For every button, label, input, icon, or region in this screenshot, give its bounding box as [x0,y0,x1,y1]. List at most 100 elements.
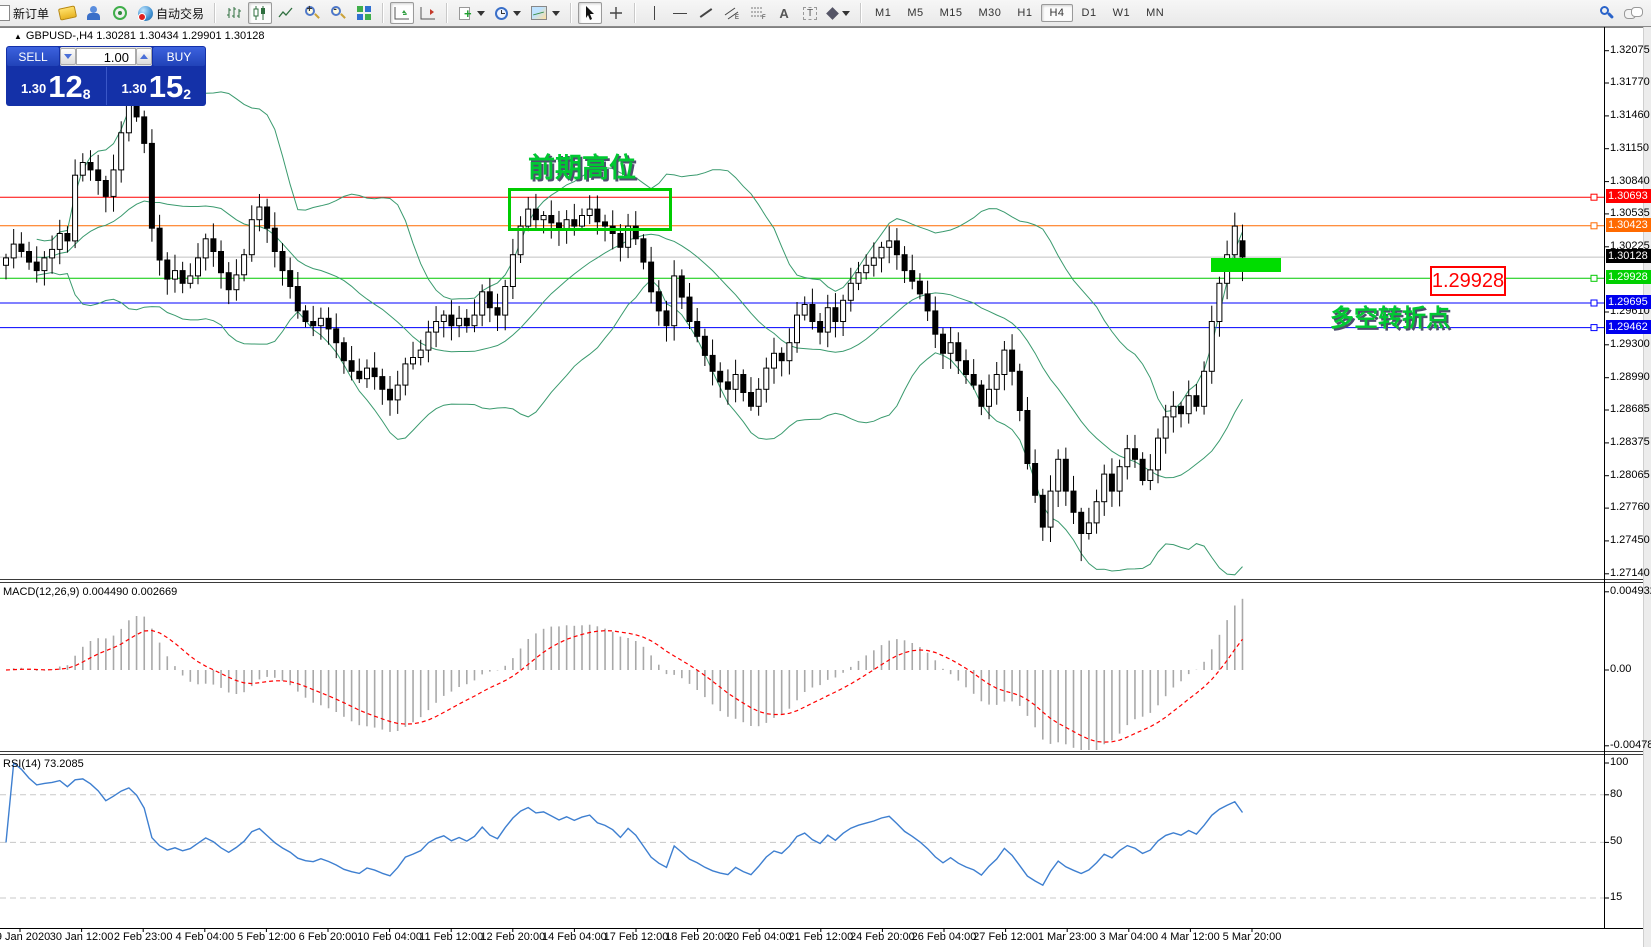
periods-button[interactable] [491,2,525,24]
support-zone-bar[interactable] [1211,258,1281,272]
tile-windows-icon [357,6,372,20]
price-axis-label: 1.32075 [1610,43,1650,56]
price-axis-label: 1.30840 [1610,174,1650,187]
sell-button[interactable]: SELL [7,47,59,66]
hline-handle [1590,193,1598,201]
timeframe-M5[interactable]: M5 [907,7,924,19]
fibonacci-icon: F [751,7,766,20]
sell-price[interactable]: 1.30 12 8 [6,67,107,105]
autoscroll-button[interactable] [390,2,415,24]
hline-handle [1590,274,1598,282]
volume-input[interactable]: 1.00 [76,48,136,65]
shapes-button[interactable] [824,2,854,24]
price-axis-label: 1.27760 [1610,501,1650,514]
prev-high-box[interactable] [508,188,672,231]
price-axis-label: 1.28065 [1610,468,1650,481]
fibonacci-button[interactable]: F [746,2,770,24]
price-axis-label: 1.29300 [1610,337,1650,350]
line-chart-button[interactable] [274,2,298,24]
timeframe-W1[interactable]: W1 [1112,7,1131,19]
timeframe-M1[interactable]: M1 [875,7,892,19]
chart-profile-button[interactable] [55,2,80,24]
search-button[interactable] [1594,2,1618,24]
price-callout: 1.29928 [1430,266,1506,296]
date-axis-label: 30 Jan 12:00 [49,931,114,943]
tile-windows-button[interactable] [352,2,376,24]
signals-button[interactable] [108,2,132,24]
date-axis-label: 3 Mar 04:00 [1099,931,1159,943]
right-edge-strip [1643,27,1651,947]
text-icon: A [779,5,789,21]
timeframe-M30[interactable]: M30 [978,7,1002,19]
buy-price[interactable]: 1.30 15 2 [121,69,192,104]
rsi-pane [0,761,1604,899]
hline-handle [1590,324,1598,332]
bar-chart-button[interactable] [222,2,246,24]
chat-button[interactable] [1620,2,1645,24]
equidistant-channel-button[interactable]: E [720,2,744,24]
date-axis-label: 5 Mar 20:00 [1222,931,1282,943]
horizontal-line-button[interactable] [668,2,692,24]
text-button[interactable]: A [772,2,796,24]
rsi-label: RSI(14) 73.2085 [3,758,84,770]
volume-stepper: 1.00 [60,47,152,66]
new-order-button[interactable]: 新订单 [0,2,53,24]
date-axis-label: 24 Feb 20:00 [849,931,915,943]
volume-increase-button[interactable] [136,48,152,65]
autotrading-label: 自动交易 [156,6,205,21]
new-order-label: 新订单 [13,6,50,21]
toolbar-separator [570,3,573,23]
price-axis-label: 1.28375 [1610,435,1650,448]
timeframe-D1[interactable]: D1 [1081,7,1097,19]
crosshair-button[interactable] [604,2,628,24]
toolbar-separator [382,3,385,23]
new-order-icon [0,5,10,21]
macd-axis-label: -0.00478 [1610,738,1651,751]
text-label-button[interactable]: T [798,2,822,24]
zoom-in-button[interactable]: + [300,2,324,24]
date-axis-label: 17 Feb 12:00 [603,931,669,943]
chevron-down-icon [552,10,561,16]
date-axis-label: 2 Feb 23:00 [113,931,173,943]
rsi-line [5,761,1244,887]
candlestick-chart-button[interactable] [248,2,273,24]
timeframe-MN[interactable]: MN [1146,7,1165,19]
buy-button[interactable]: BUY [153,47,205,66]
timeframe-H4[interactable]: H4 [1041,4,1073,22]
templates-button[interactable] [527,2,564,24]
price-axis-label: 1.31770 [1610,76,1650,88]
rsi-axis-label: 80 [1610,787,1623,800]
svg-text:E: E [735,15,739,20]
chat-icon [1624,6,1643,20]
horizontal-line-icon [673,12,688,14]
candlestick-chart-icon [253,6,266,20]
zoom-out-icon: - [330,4,346,21]
cursor-button[interactable] [578,2,603,24]
date-axis-label: 20 Feb 04:00 [726,931,792,943]
date-axis-label: 11 Feb 12:00 [419,931,484,943]
collapse-panel-icon[interactable]: ▲ [14,32,22,41]
price-badge: 1.30423 [1606,217,1651,232]
hline-handle [1590,222,1598,230]
zoom-in-icon: + [304,4,320,21]
toolbar-separator [860,3,863,23]
zoom-out-button[interactable]: - [326,2,350,24]
timeframe-H1[interactable]: H1 [1017,7,1033,19]
svg-text:F: F [762,15,766,20]
autotrading-button[interactable]: 自动交易 [134,2,208,24]
macd-axis-label: 0.004932 [1610,584,1651,597]
person-icon [86,6,102,20]
macd-label: MACD(12,26,9) 0.004490 0.002669 [3,586,178,598]
vertical-line-button[interactable] [642,2,666,24]
timeframe-M15[interactable]: M15 [939,7,963,19]
date-axis-label: 26 Feb 04:00 [911,931,977,943]
price-badge: 1.30693 [1606,189,1651,204]
trendline-button[interactable] [694,2,718,24]
indicators-button[interactable]: + [454,2,489,24]
volume-decrease-button[interactable] [60,48,76,65]
chart-shift-button[interactable] [416,2,440,24]
community-button[interactable] [82,2,106,24]
date-axis-label: 12 Feb 20:00 [480,931,546,943]
chevron-down-icon [477,10,486,16]
